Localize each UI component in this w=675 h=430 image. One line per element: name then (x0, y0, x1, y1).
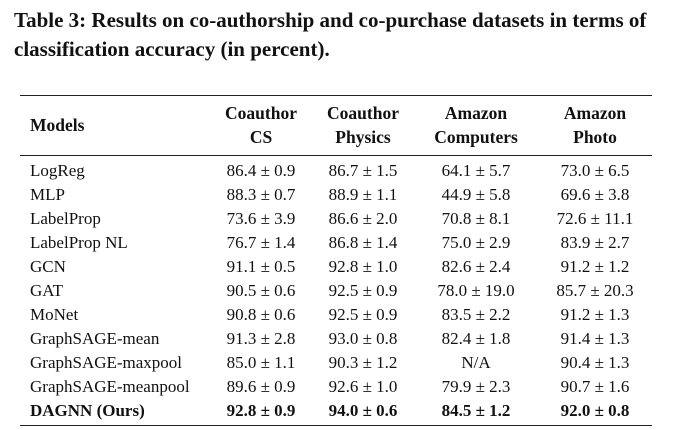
accuracy-cell: 86.7 ± 1.5 (328, 161, 398, 180)
accuracy-cell: 92.6 ± 1.0 (328, 377, 398, 396)
accuracy-cell: 70.8 ± 8.1 (441, 209, 511, 228)
results-table: Models Coauthor CS Coauthor Physics Amazon Com… (20, 95, 652, 426)
accuracy-cell: 44.9 ± 5.8 (441, 185, 511, 204)
accuracy-cell: 90.3 ± 1.2 (328, 353, 398, 372)
accuracy-cell: 83.9 ± 2.7 (560, 233, 630, 252)
accuracy-cell: 76.7 ± 1.4 (226, 233, 296, 252)
accuracy-cell: 86.6 ± 2.0 (328, 209, 398, 228)
accuracy-cell: 84.5 ± 1.2 (441, 401, 511, 420)
header-line: CS (249, 127, 273, 147)
header-line: Amazon (563, 103, 627, 123)
model-name: GAT (30, 281, 64, 300)
accuracy-cell: 90.7 ± 1.6 (560, 377, 630, 396)
header-line: Coauthor (327, 103, 399, 123)
accuracy-cell: 85.0 ± 1.1 (226, 353, 296, 372)
accuracy-cell: 93.0 ± 0.8 (328, 329, 398, 348)
accuracy-cell: 91.3 ± 2.8 (226, 329, 296, 348)
header-line: Coauthor (225, 103, 297, 123)
accuracy-cell: 88.9 ± 1.1 (328, 185, 398, 204)
model-name: GraphSAGE-meanpool (30, 377, 190, 396)
column-header: Coauthor Physics (312, 96, 414, 156)
column-header: Amazon Photo (538, 96, 652, 156)
header-line: Physics (335, 127, 391, 147)
accuracy-cell: 75.0 ± 2.9 (441, 233, 511, 252)
accuracy-cell: 79.9 ± 2.3 (441, 377, 511, 396)
table-body: LogReg 86.4 ± 0.9 86.7 ± 1.5 64.1 ± 5.7 73.0… (20, 156, 652, 426)
table-caption: Table 3: Results on co-authorship and co… (14, 6, 664, 64)
model-name: GraphSAGE-mean (30, 329, 160, 348)
model-name: DAGNN (Ours) (30, 401, 145, 420)
accuracy-cell: 83.5 ± 2.2 (441, 305, 511, 324)
accuracy-cell: 73.6 ± 3.9 (226, 209, 296, 228)
accuracy-cell: 92.5 ± 0.9 (328, 305, 398, 324)
column-header: Amazon Computers (414, 96, 538, 156)
table-row: GAT 90.5 ± 0.6 92.5 ± 0.9 78.0 ± 19.0 85.7 ±… (20, 279, 652, 303)
accuracy-cell: 64.1 ± 5.7 (441, 161, 511, 180)
accuracy-cell: 88.3 ± 0.7 (226, 185, 296, 204)
header-line: Amazon (444, 103, 508, 123)
accuracy-cell: 69.6 ± 3.8 (560, 185, 630, 204)
model-name: GCN (30, 257, 66, 276)
accuracy-cell: 91.2 ± 1.3 (560, 305, 630, 324)
table-header: Models Coauthor CS Coauthor Physics Amazon Com… (20, 95, 652, 156)
table-row: GCN 91.1 ± 0.5 92.8 ± 1.0 82.6 ± 2.4 91.2 ± … (20, 255, 652, 279)
table-row: DAGNN (Ours) 92.8 ± 0.9 94.0 ± 0.6 84.5 ± 1… (20, 399, 652, 426)
accuracy-cell: 92.5 ± 0.9 (328, 281, 398, 300)
accuracy-cell: 92.0 ± 0.8 (560, 401, 630, 420)
accuracy-cell: 86.4 ± 0.9 (226, 161, 296, 180)
table-row: LogReg 86.4 ± 0.9 86.7 ± 1.5 64.1 ± 5.7 73.0… (20, 156, 652, 184)
header-line: Models (30, 115, 85, 135)
accuracy-cell: 86.8 ± 1.4 (328, 233, 398, 252)
table-row: LabelProp NL 76.7 ± 1.4 86.8 ± 1.4 75.0 ± 2… (20, 231, 652, 255)
accuracy-cell: 91.4 ± 1.3 (560, 329, 630, 348)
model-name: MLP (30, 185, 65, 204)
accuracy-cell: 91.2 ± 1.2 (560, 257, 630, 276)
model-name: GraphSAGE-maxpool (30, 353, 183, 372)
accuracy-cell: 90.5 ± 0.6 (226, 281, 296, 300)
accuracy-cell: 73.0 ± 6.5 (560, 161, 630, 180)
accuracy-cell: N/A (461, 353, 491, 372)
accuracy-cell: 85.7 ± 20.3 (556, 281, 634, 300)
accuracy-cell: 90.4 ± 1.3 (560, 353, 630, 372)
table-row: GraphSAGE-meanpool 89.6 ± 0.9 92.6 ± 1.0 79… (20, 375, 652, 399)
caption-label: Table 3: (14, 8, 87, 32)
header-row: Models Coauthor CS Coauthor Physics Amazon Com… (20, 95, 652, 156)
accuracy-cell: 91.1 ± 0.5 (226, 257, 296, 276)
accuracy-cell: 82.4 ± 1.8 (441, 329, 511, 348)
accuracy-cell: 92.8 ± 0.9 (226, 401, 296, 420)
table-row: LabelProp 73.6 ± 3.9 86.6 ± 2.0 70.8 ± 8.1 7… (20, 207, 652, 231)
accuracy-cell: 72.6 ± 11.1 (556, 209, 634, 228)
header-line: Computers (434, 127, 518, 147)
accuracy-cell: 82.6 ± 2.4 (441, 257, 511, 276)
accuracy-cell: 92.8 ± 1.0 (328, 257, 398, 276)
model-name: LabelProp (30, 209, 101, 228)
table-row: GraphSAGE-maxpool 85.0 ± 1.1 90.3 ± 1.2 N/A… (20, 351, 652, 375)
model-name: LogReg (30, 161, 85, 180)
model-name: LabelProp NL (30, 233, 128, 252)
table-row: GraphSAGE-mean 91.3 ± 2.8 93.0 ± 0.8 82.4 ±… (20, 327, 652, 351)
table-row: MLP 88.3 ± 0.7 88.9 ± 1.1 44.9 ± 5.8 69.6 ± … (20, 183, 652, 207)
model-name: MoNet (30, 305, 79, 324)
column-header: Models (20, 96, 210, 156)
caption-text: Results on co-authorship and co-purchase… (14, 8, 647, 61)
table-row: MoNet 90.8 ± 0.6 92.5 ± 0.9 83.5 ± 2.2 91.2 … (20, 303, 652, 327)
accuracy-cell: 78.0 ± 19.0 (437, 281, 515, 300)
accuracy-cell: 90.8 ± 0.6 (226, 305, 296, 324)
accuracy-cell: 94.0 ± 0.6 (328, 401, 398, 420)
header-line: Photo (573, 127, 617, 147)
accuracy-cell: 89.6 ± 0.9 (226, 377, 296, 396)
column-header: Coauthor CS (210, 96, 312, 156)
